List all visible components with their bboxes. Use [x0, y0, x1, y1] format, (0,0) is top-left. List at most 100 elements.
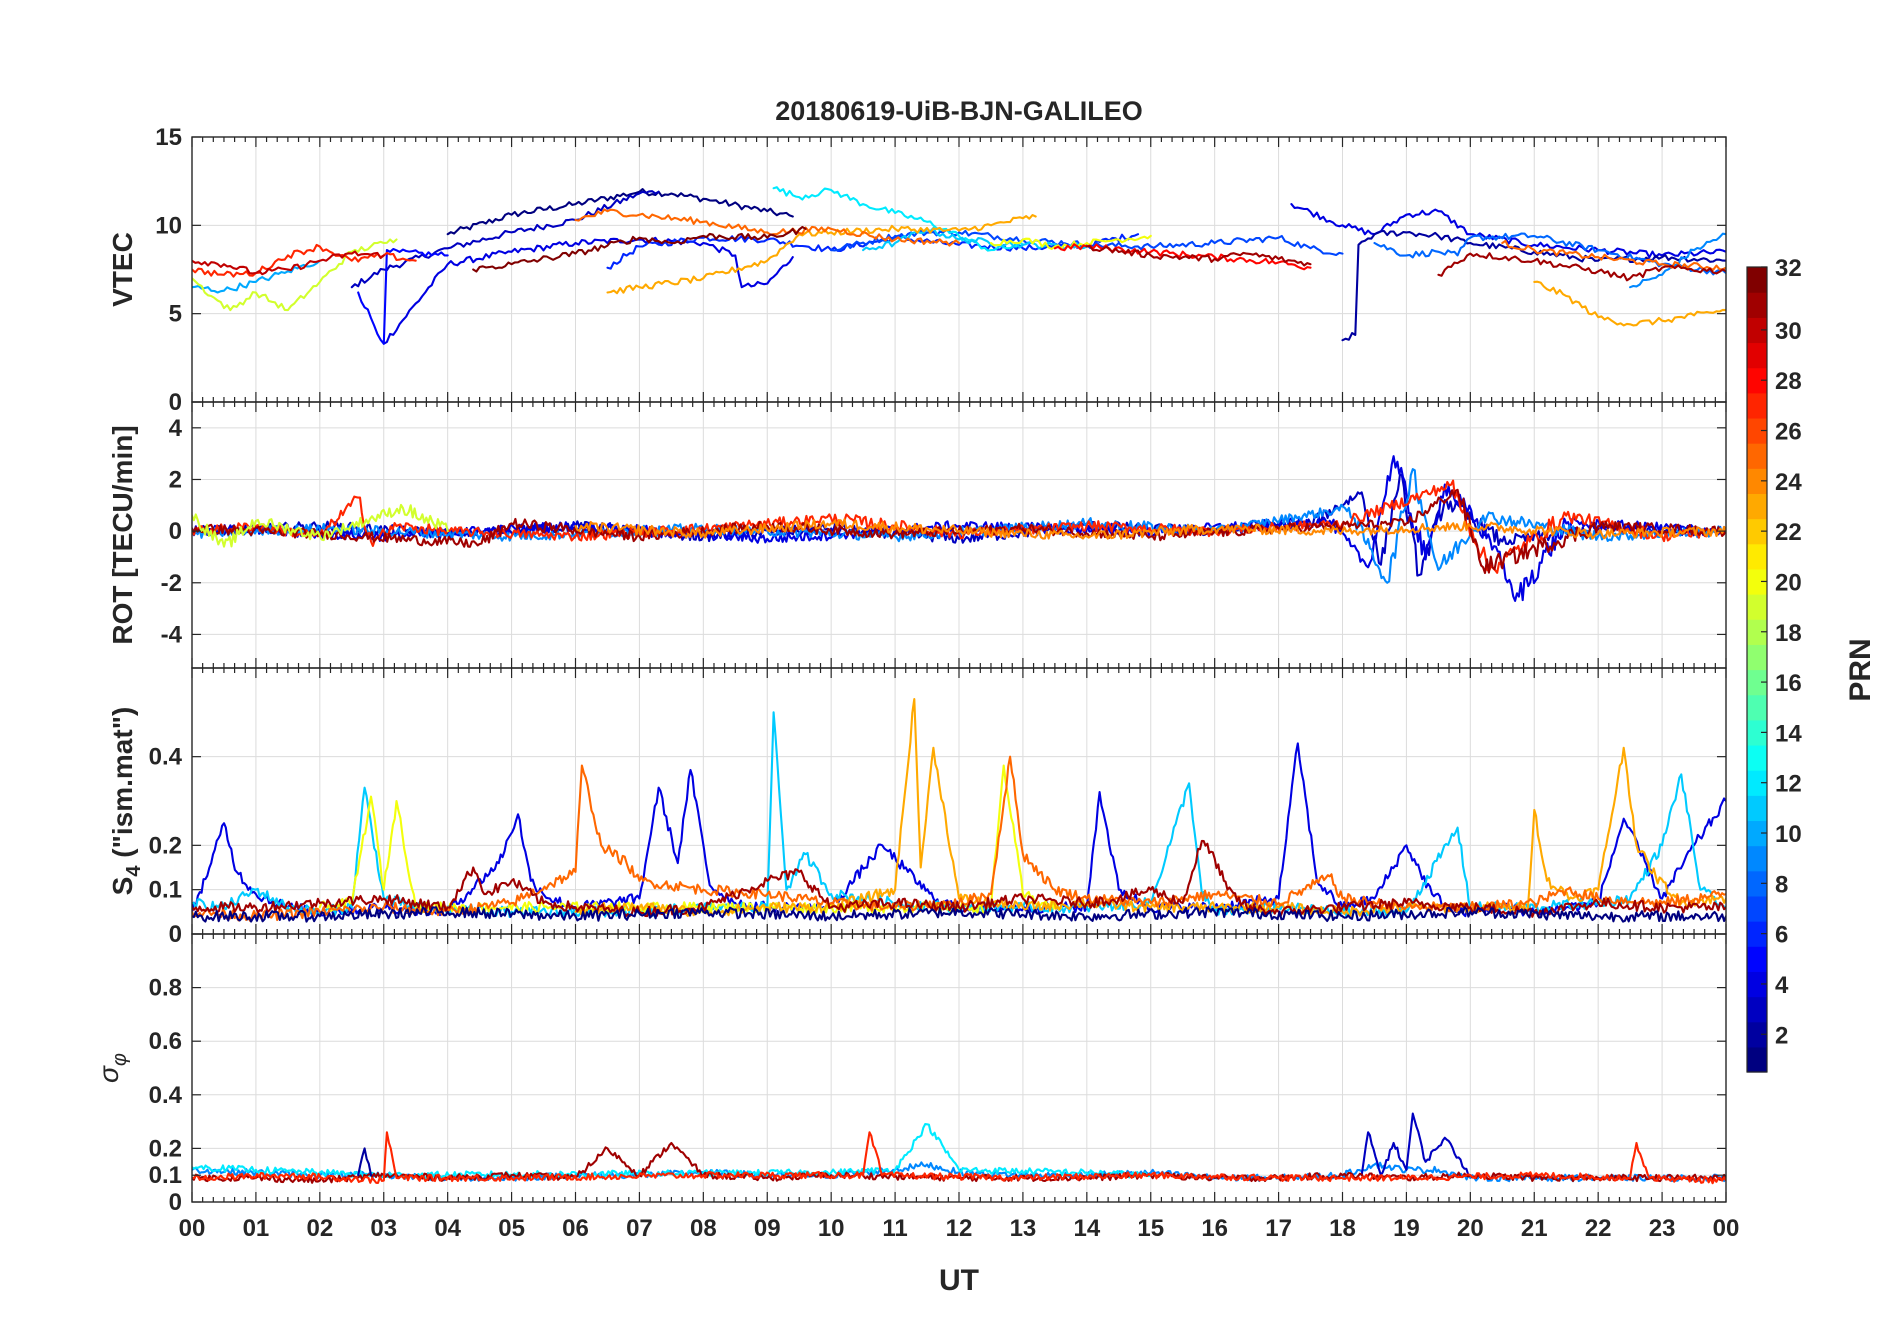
x-tick-label: 13 — [1010, 1215, 1037, 1242]
colorbar-band — [1747, 317, 1767, 344]
series-line-prn-25 — [574, 208, 961, 247]
y-label-main: S — [107, 877, 138, 896]
series-line-prn-30 — [192, 250, 385, 276]
series-line-prn-4 — [1290, 203, 1726, 259]
y-tick-label: -4 — [161, 621, 183, 648]
colorbar-tick-label: 12 — [1775, 771, 1802, 798]
colorbar-band — [1747, 971, 1767, 998]
series-line-prn-32 — [472, 225, 807, 273]
x-axis-label: UT — [939, 1264, 979, 1297]
colorbar-band — [1747, 694, 1767, 721]
y-tick-label: -2 — [161, 570, 182, 597]
x-tick-label: 11 — [882, 1215, 907, 1242]
x-tick-label: 17 — [1265, 1215, 1292, 1242]
panel-rot: -4 -2 0 2 4 ROT [TECU/min] — [107, 401, 1727, 669]
series-group — [192, 697, 1726, 923]
x-tick-label: 07 — [626, 1215, 653, 1242]
y-tick-label: 0 — [169, 389, 182, 416]
y-tick-label: 2 — [169, 466, 182, 493]
x-tick-label: 14 — [1073, 1215, 1100, 1242]
colorbar-band — [1747, 744, 1767, 771]
series-line-prn-31 — [1437, 252, 1726, 282]
series-line-prn-23 — [574, 697, 1726, 918]
colorbar-band — [1747, 820, 1767, 847]
series-group — [192, 455, 1726, 602]
colorbar-tick-label: 16 — [1775, 670, 1802, 697]
series-line-prn-31 — [1085, 245, 1312, 267]
series-line-prn-2 — [357, 1147, 373, 1177]
x-tick-label: 01 — [243, 1215, 270, 1242]
y-tick-label: 0 — [169, 1189, 182, 1216]
panel-sigma: 00.10.2 0.4 0.6 0.8 σφ 00 01 02 03 04 05 06 07 08 09 10… — [93, 933, 1740, 1242]
series-line-prn-25 — [1501, 239, 1726, 271]
y-label-main: σ — [93, 1065, 124, 1083]
series-line-prn-31 — [192, 488, 1726, 575]
series-line-prn-27 — [192, 479, 1726, 574]
y-tick-label: 0.2 — [149, 1135, 182, 1162]
y-tick-label: 10 — [155, 212, 182, 239]
colorbar-band — [1747, 392, 1767, 419]
x-tick-label: 20 — [1457, 1215, 1484, 1242]
x-tick-label: 00 — [179, 1215, 206, 1242]
panel-vtec: 0 5 10 15 VTEC — [107, 124, 1727, 416]
colorbar-tick-label: 24 — [1775, 469, 1802, 496]
y-label-rest: ("ism.mat") — [107, 707, 138, 866]
x-tick-label: 21 — [1521, 1215, 1548, 1242]
series-line-prn-4 — [382, 236, 794, 345]
colorbar-band — [1747, 795, 1767, 822]
colorbar-frame — [1746, 266, 1768, 1073]
series-line-prn-24 — [574, 518, 1726, 540]
series-line-prn-28 — [1053, 243, 1312, 271]
colorbar-band — [1747, 770, 1767, 796]
series-line-prn-27 — [192, 243, 417, 278]
y-axis-label-s4: S4 ("ism.mat") — [107, 707, 145, 896]
x-tick-label: 02 — [306, 1215, 333, 1242]
y-axis-label-sigma: σφ — [93, 1053, 131, 1083]
colorbar-band — [1747, 342, 1767, 369]
colorbar-band — [1747, 292, 1767, 318]
colorbar-band — [1747, 267, 1767, 293]
colorbar-tick-label: 20 — [1775, 569, 1802, 596]
series-line-prn-31 — [192, 839, 1726, 918]
x-tick-label: 08 — [690, 1215, 717, 1242]
y-label-sub: φ — [109, 1053, 131, 1066]
colorbar-band — [1747, 417, 1767, 444]
series-group — [192, 1112, 1726, 1185]
series-line-prn-2 — [1341, 229, 1726, 342]
colorbar-band — [1747, 543, 1767, 570]
x-tick-label: 00 — [1713, 1215, 1740, 1242]
colorbar-band — [1747, 644, 1767, 671]
x-tick-label: 23 — [1649, 1215, 1676, 1242]
series-line-prn-7 — [830, 229, 1344, 257]
x-tick-label: 18 — [1329, 1215, 1356, 1242]
y-tick-label: 0.4 — [149, 1082, 183, 1109]
y-label-sub: 4 — [123, 865, 145, 877]
y-tick-label: 0.2 — [149, 832, 182, 859]
y-tick-label: 5 — [169, 301, 182, 328]
colorbar-band — [1747, 845, 1767, 872]
figure-title: 20180619-UiB-BJN-GALILEO — [775, 96, 1143, 126]
colorbar-band — [1747, 719, 1767, 746]
x-tick-label: 09 — [754, 1215, 781, 1242]
y-tick-label: 15 — [155, 124, 182, 151]
series-line-prn-5 — [357, 247, 449, 345]
colorbar-band — [1747, 895, 1767, 922]
series-line-prn-12 — [772, 186, 1024, 252]
colorbar-band — [1747, 518, 1767, 545]
x-tick-label: 16 — [1201, 1215, 1228, 1242]
series-line-prn-19 — [192, 238, 398, 312]
colorbar-band — [1747, 594, 1767, 620]
y-axis-label-rot: ROT [TECU/min] — [107, 425, 138, 644]
colorbar-tick-label: 22 — [1775, 519, 1802, 546]
x-tick-label: 03 — [370, 1215, 397, 1242]
series-line-prn-12 — [192, 1123, 1152, 1180]
x-tick-label: 04 — [434, 1215, 461, 1242]
x-tick-label: 15 — [1137, 1215, 1164, 1242]
series-line-prn-1 — [192, 906, 1726, 923]
colorbar-tick-label: 6 — [1775, 922, 1788, 949]
panel-s4: 00.10.20.4S4 ("ism.mat") — [107, 667, 1727, 948]
colorbar-band — [1747, 568, 1767, 595]
colorbar-band — [1747, 493, 1767, 520]
